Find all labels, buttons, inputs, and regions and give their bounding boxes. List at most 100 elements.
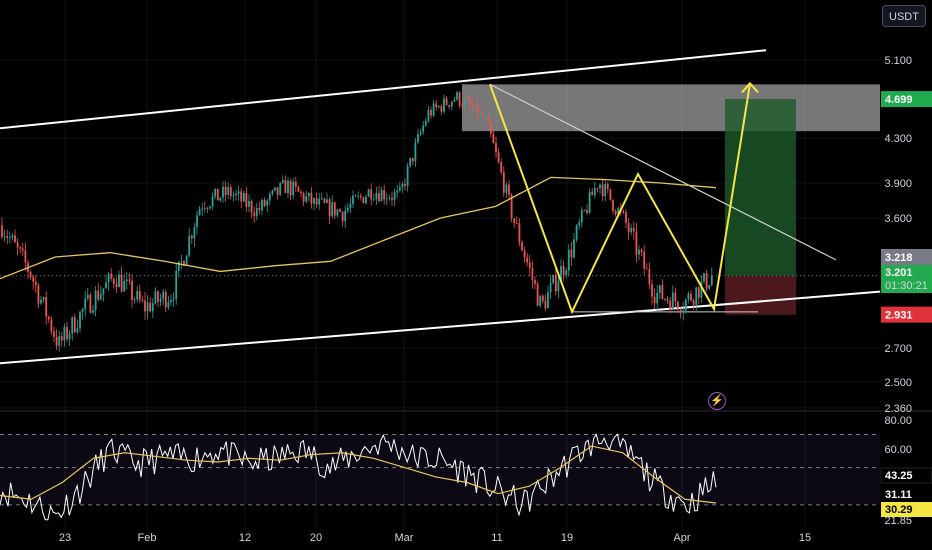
candle-body (14, 235, 16, 243)
candle-body (42, 297, 45, 300)
candle-body (198, 208, 201, 216)
candle-body (661, 285, 664, 299)
candle-body (362, 197, 365, 204)
candle-body (596, 187, 599, 189)
candle-body (287, 180, 289, 193)
channel-lower-line (0, 290, 881, 365)
price-tick-label: 2.500 (884, 377, 912, 389)
candle-body (21, 248, 24, 251)
candle-body (315, 198, 318, 205)
candle-body (367, 189, 370, 197)
candle-body (237, 191, 240, 194)
candle-body (575, 225, 578, 240)
candle-body (242, 193, 245, 202)
stop-price-badge: 2.931 (885, 310, 913, 322)
candle-body (445, 98, 448, 106)
candle-body (601, 184, 604, 197)
candle-body (47, 316, 50, 320)
candle-body (159, 298, 162, 302)
candle-body (188, 235, 191, 256)
candle-body (669, 300, 672, 310)
candle-body (227, 187, 230, 195)
candle-body (328, 199, 331, 217)
rsi-badge-1-bg (880, 467, 932, 484)
candle-body (11, 235, 14, 238)
w-pattern-drawing[interactable] (489, 81, 759, 315)
candle-body (55, 336, 58, 346)
candle-body (383, 189, 386, 200)
ma-price-badge-bg (881, 249, 932, 265)
candle-body (372, 199, 375, 200)
candle-body (443, 98, 445, 112)
lightning-icon[interactable]: ⚡ (708, 392, 726, 410)
candle-body (24, 250, 27, 263)
candle-body (34, 281, 37, 286)
candle-body (222, 186, 224, 198)
candle-body (229, 187, 232, 197)
ma-line (0, 176, 717, 280)
channel-upper-line (0, 49, 767, 130)
candle-body (708, 285, 711, 289)
countdown-label: 01:30:21 (885, 280, 928, 292)
candle-body (690, 293, 692, 301)
candle-body (411, 157, 414, 162)
candle-body (29, 271, 32, 278)
candle-body (492, 133, 495, 144)
candle-body (466, 99, 469, 101)
candle-body (1, 225, 3, 237)
candle-body (344, 210, 347, 222)
candle-body (112, 278, 115, 284)
candle-body (643, 251, 646, 269)
candle-body (365, 196, 367, 204)
long-position-tool[interactable] (725, 99, 796, 315)
candle-body (144, 300, 146, 312)
candle-body (448, 105, 451, 107)
candle-body (432, 103, 435, 116)
candle-body (141, 300, 144, 301)
candle-body (266, 200, 269, 206)
candle-body (674, 292, 677, 302)
candle-body (253, 212, 256, 217)
candle-body (216, 188, 219, 201)
candle-body (149, 302, 152, 312)
candle-body (398, 187, 401, 191)
candle-body (138, 291, 141, 301)
candle-body (440, 106, 443, 112)
candle-body (523, 250, 526, 258)
candle-body (118, 274, 120, 288)
candle-body (219, 197, 222, 201)
candle-body (521, 242, 523, 251)
candle-body (84, 298, 87, 310)
candle-body (586, 210, 588, 213)
candle-body (279, 183, 282, 195)
descending-trendline (489, 83, 837, 261)
candle-body (461, 105, 464, 107)
price-tick-label: 2.360 (884, 403, 912, 415)
time-tick-label: 20 (310, 532, 322, 544)
price-tick-label: 3.600 (884, 213, 912, 225)
candle-body (320, 198, 323, 200)
time-tick-label: Mar (395, 532, 414, 544)
candle-body (518, 223, 521, 243)
candle-body (505, 184, 508, 193)
candle-body (479, 111, 482, 117)
price-channel[interactable] (0, 49, 881, 365)
price-axis[interactable]: 5.100 4.300 3.900 3.600 2.700 2.500 2.360 4.699… (880, 55, 932, 527)
candle-body (630, 228, 633, 233)
candle-body (474, 103, 477, 109)
candle-body (500, 161, 503, 173)
candle-body (271, 190, 274, 194)
candle-body (167, 301, 170, 308)
candle-body (560, 265, 562, 281)
candle-body (211, 196, 214, 207)
candle-body (635, 231, 638, 255)
candle-body (508, 184, 510, 195)
candle-body (404, 183, 406, 186)
candle-body (313, 198, 315, 204)
candle-body (588, 191, 591, 213)
time-axis[interactable]: 23 Feb 12 20 Mar 11 19 Apr 15 (59, 532, 811, 544)
candle-body (68, 333, 71, 340)
candle-body (261, 199, 263, 211)
currency-button[interactable]: USDT (882, 5, 926, 27)
